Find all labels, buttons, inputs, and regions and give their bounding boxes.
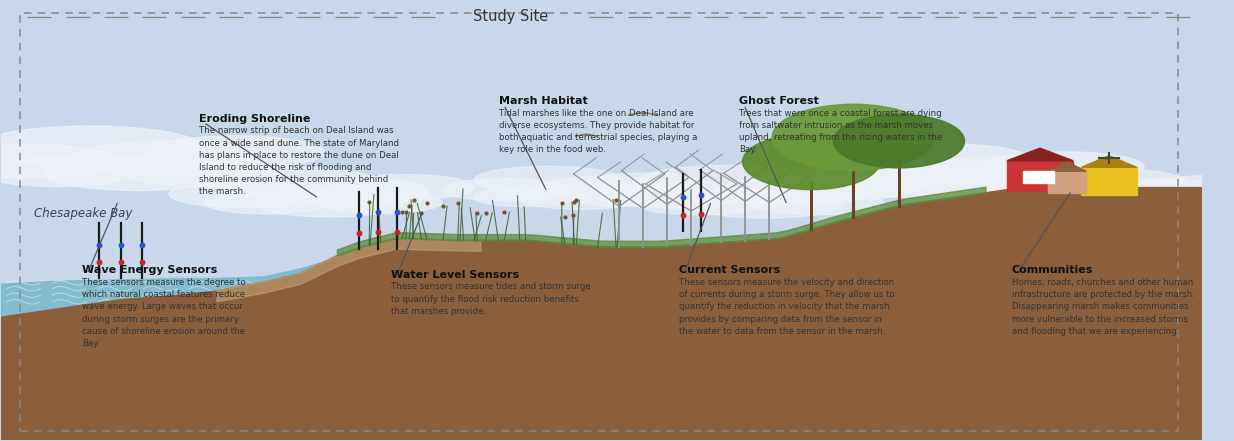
Ellipse shape	[43, 156, 233, 191]
Text: Water Level Sensors: Water Level Sensors	[391, 270, 520, 280]
Ellipse shape	[636, 165, 817, 198]
Text: Tidal marshes like the one on Deal Island are
diverse ecosystems. They provide h: Tidal marshes like the one on Deal Islan…	[499, 109, 697, 154]
Text: Current Sensors: Current Sensors	[679, 265, 780, 276]
Text: Chesapeake Bay: Chesapeake Bay	[35, 207, 133, 220]
Ellipse shape	[336, 175, 474, 200]
Bar	[1007, 161, 1074, 191]
Ellipse shape	[0, 126, 200, 167]
Ellipse shape	[714, 177, 870, 206]
Ellipse shape	[205, 167, 378, 198]
Ellipse shape	[75, 141, 267, 176]
Ellipse shape	[280, 178, 428, 206]
Text: Wave Energy Sensors: Wave Energy Sensors	[83, 265, 217, 276]
Ellipse shape	[146, 136, 325, 168]
Ellipse shape	[1023, 168, 1187, 198]
Ellipse shape	[586, 173, 705, 194]
Text: Study Site: Study Site	[474, 9, 549, 24]
Ellipse shape	[204, 191, 328, 214]
Ellipse shape	[1022, 191, 1140, 213]
Ellipse shape	[893, 169, 1062, 200]
Ellipse shape	[833, 114, 965, 168]
Ellipse shape	[1148, 176, 1234, 200]
Ellipse shape	[965, 171, 1107, 197]
Ellipse shape	[0, 157, 137, 187]
Text: The narrow strip of beach on Deal Island was
once a wide sand dune. The state of: The narrow strip of beach on Deal Island…	[199, 127, 399, 196]
Text: These sensors measure the degree to
which natural coastal features reduce
wave e: These sensors measure the degree to whic…	[83, 278, 246, 348]
Ellipse shape	[474, 166, 622, 193]
Ellipse shape	[988, 182, 1125, 207]
Ellipse shape	[795, 159, 960, 189]
Polygon shape	[217, 238, 481, 302]
Ellipse shape	[1095, 179, 1234, 205]
Ellipse shape	[837, 143, 1034, 179]
Ellipse shape	[255, 190, 404, 217]
Bar	[1081, 167, 1137, 195]
Polygon shape	[1, 249, 362, 440]
Text: Trees that were once a coastal forest are dying
from saltwater intrusion as the : Trees that were once a coastal forest ar…	[739, 109, 943, 154]
Ellipse shape	[474, 187, 580, 207]
Text: Homes, roads, churches and other human
infrastructure are protected by the marsh: Homes, roads, churches and other human i…	[1012, 278, 1195, 336]
Text: Eroding Shoreline: Eroding Shoreline	[199, 114, 310, 124]
Ellipse shape	[597, 180, 749, 208]
Ellipse shape	[169, 181, 312, 207]
Ellipse shape	[317, 191, 442, 214]
Text: These sensors measure tides and storm surge
to quantify the flood risk reduction: These sensors measure tides and storm su…	[391, 283, 591, 316]
Ellipse shape	[443, 179, 566, 201]
Ellipse shape	[517, 186, 644, 209]
Polygon shape	[1, 212, 1202, 440]
Ellipse shape	[687, 190, 843, 218]
Polygon shape	[1007, 148, 1074, 161]
Ellipse shape	[634, 191, 765, 215]
Text: Communities: Communities	[1012, 265, 1093, 276]
Ellipse shape	[743, 134, 880, 190]
Text: Ghost Forest: Ghost Forest	[739, 96, 819, 106]
Ellipse shape	[570, 187, 677, 207]
Text: These sensors measure the velocity and direction
of currents during a storm surg: These sensors measure the velocity and d…	[679, 278, 895, 336]
Polygon shape	[1048, 162, 1086, 171]
Ellipse shape	[835, 171, 977, 197]
Ellipse shape	[123, 157, 283, 187]
Ellipse shape	[1071, 190, 1212, 216]
Ellipse shape	[1130, 191, 1234, 213]
Bar	[1048, 171, 1086, 193]
Text: Marsh Habitat: Marsh Habitat	[499, 96, 587, 106]
Ellipse shape	[772, 104, 934, 171]
Ellipse shape	[539, 176, 666, 199]
Bar	[1023, 171, 1054, 183]
Ellipse shape	[985, 152, 1144, 181]
Ellipse shape	[772, 174, 918, 200]
Ellipse shape	[753, 191, 884, 215]
Ellipse shape	[922, 156, 1092, 187]
Polygon shape	[1081, 156, 1137, 167]
Ellipse shape	[0, 144, 117, 178]
Polygon shape	[1, 187, 1202, 440]
